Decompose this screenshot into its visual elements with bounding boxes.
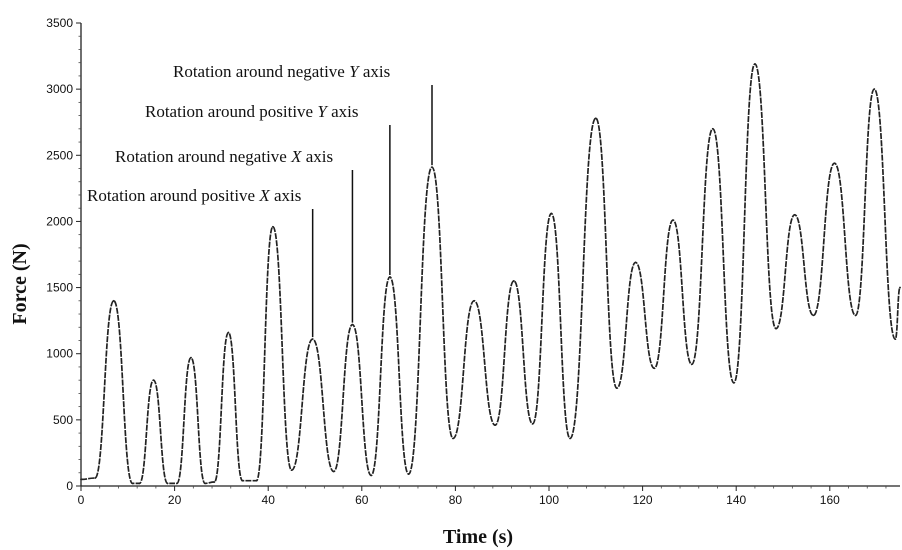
annotation-label: Rotation around negative X axis (115, 147, 333, 166)
y-tick-label: 3500 (46, 16, 73, 30)
annotations: Rotation around positive X axisRotation … (87, 62, 433, 338)
data-point (793, 213, 796, 216)
x-tick-label: 120 (633, 493, 653, 507)
data-point (854, 314, 857, 317)
data-point (594, 117, 597, 120)
annotation-label: Rotation around positive Y axis (145, 102, 358, 121)
data-point (711, 127, 714, 130)
data-point (754, 63, 756, 65)
annotation-3: Rotation around negative Y axis (173, 62, 433, 166)
annotation-1: Rotation around negative X axis (115, 147, 354, 323)
data-point (204, 482, 206, 485)
data-point (213, 481, 216, 483)
x-tick-label: 0 (78, 493, 85, 507)
x-tick-label: 60 (355, 493, 369, 507)
data-point (112, 299, 115, 302)
data-point (732, 381, 735, 384)
data-point (255, 479, 258, 482)
x-tick-label: 100 (539, 493, 559, 507)
data-point (569, 437, 571, 440)
annotation-label-axis: Y (317, 102, 328, 121)
annotation-label-suffix: axis (359, 62, 391, 81)
data-point (351, 323, 354, 326)
data-point (407, 473, 410, 475)
annotation-label-suffix: axis (301, 147, 333, 166)
annotation-label: Rotation around positive X axis (87, 186, 301, 205)
annotation-label-suffix: axis (270, 186, 302, 205)
annotation-label-axis: X (258, 186, 270, 205)
y-tick-label: 2000 (46, 214, 73, 228)
data-point (241, 479, 244, 482)
data-point (311, 338, 314, 341)
data-point (131, 482, 134, 485)
data-point (152, 379, 155, 382)
annotation-0: Rotation around positive X axis (87, 186, 314, 338)
axes (80, 23, 900, 487)
data-point (899, 286, 901, 289)
annotation-label-prefix: Rotation around positive (145, 102, 317, 121)
annotation-label-suffix: axis (327, 102, 359, 121)
y-tick-label: 3000 (46, 82, 73, 96)
annotation-label-prefix: Rotation around negative (115, 147, 291, 166)
data-point (332, 470, 335, 473)
data-point (672, 219, 674, 222)
data-point (176, 482, 178, 485)
data-point (833, 162, 836, 165)
data-point (550, 212, 553, 215)
data-point (494, 424, 497, 427)
data-point (138, 482, 141, 485)
y-tick-label: 2500 (46, 148, 73, 162)
annotation-label-prefix: Rotation around positive (87, 186, 259, 205)
x-tick-label: 20 (168, 493, 182, 507)
annotation-2: Rotation around positive Y axis (145, 102, 391, 275)
data-point (290, 469, 293, 472)
data-point (94, 477, 96, 479)
x-axis-title: Time (s) (443, 526, 513, 548)
data-point (190, 356, 192, 359)
data-point (812, 314, 815, 317)
annotation-label-prefix: Rotation around negative (173, 62, 349, 81)
data-point (615, 387, 618, 390)
data-point (634, 261, 637, 264)
data-point (873, 88, 876, 91)
y-axis-title: Force (N) (9, 243, 31, 324)
data-point (452, 437, 454, 440)
data-point (271, 225, 274, 228)
y-tick-label: 500 (53, 413, 73, 427)
data-point (531, 422, 534, 425)
y-tick-label: 1000 (46, 347, 73, 361)
data-point (370, 474, 373, 477)
plot-area (80, 63, 901, 485)
y-tick-label: 1500 (46, 281, 73, 295)
data-point (388, 276, 391, 278)
x-tick-label: 140 (726, 493, 746, 507)
series-line-0 (80, 63, 901, 485)
annotation-label: Rotation around negative Y axis (173, 62, 390, 81)
data-point (513, 280, 515, 282)
data-point (227, 331, 230, 334)
data-point (894, 338, 897, 341)
data-point (690, 363, 693, 366)
annotation-label-axis: X (290, 147, 302, 166)
annotation-label-axis: Y (349, 62, 360, 81)
x-tick-label: 160 (820, 493, 840, 507)
data-point (431, 166, 433, 169)
data-point (166, 482, 169, 485)
x-tick-label: 80 (449, 493, 463, 507)
y-tick-label: 0 (66, 479, 73, 493)
data-point (653, 367, 656, 370)
data-point (473, 299, 476, 302)
ticks: 0 500 1000 1500 2000 2500 3000 3500 0 20 40 60 80 100… (46, 16, 887, 507)
x-tick-label: 40 (262, 493, 276, 507)
data-point (775, 327, 777, 330)
